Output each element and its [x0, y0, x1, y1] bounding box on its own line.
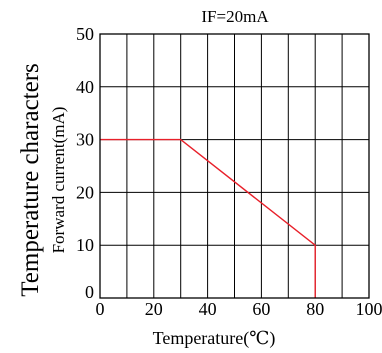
y-tick-label: 0 — [85, 282, 94, 302]
tick-labels: 0 10 20 30 40 50 0 20 40 60 80 100 — [76, 24, 382, 319]
series-line-1 — [100, 138, 316, 298]
y-tick-label: 30 — [76, 130, 94, 150]
x-axis-label: Temperature(℃) — [153, 328, 276, 349]
x-tick-label: 80 — [306, 299, 324, 319]
x-tick-label: 40 — [199, 299, 217, 319]
y-tick-label: 20 — [76, 182, 94, 202]
y-tick-label: 40 — [76, 77, 94, 97]
y-tick-label: 50 — [76, 24, 94, 44]
y-tick-label: 10 — [76, 235, 94, 255]
x-tick-label: 100 — [356, 299, 382, 319]
plot-frame — [99, 33, 370, 299]
x-tick-label: 0 — [96, 299, 105, 319]
y-axis-label-outer: Temperature characters — [17, 63, 44, 297]
series — [100, 138, 316, 298]
x-tick-label: 60 — [252, 299, 270, 319]
grid — [100, 34, 369, 298]
y-axis-label-inner: Forward current(mA) — [49, 107, 68, 254]
chart-title: IF=20mA — [201, 7, 269, 26]
x-tick-label: 20 — [145, 299, 163, 319]
